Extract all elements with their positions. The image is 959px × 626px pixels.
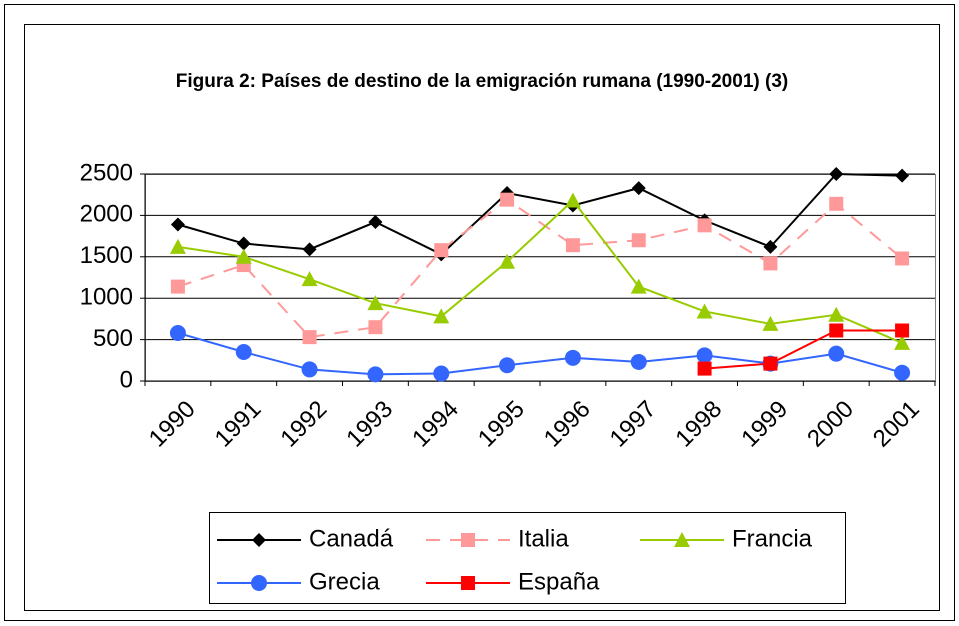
marker (564, 192, 581, 208)
marker (630, 353, 647, 370)
legend-marker (674, 532, 690, 547)
marker (367, 295, 384, 311)
marker (500, 192, 515, 207)
marker (169, 238, 186, 254)
marker (368, 215, 383, 230)
marker (895, 323, 910, 338)
legend (209, 512, 846, 604)
marker (302, 242, 317, 257)
marker (696, 347, 713, 364)
marker (630, 278, 647, 294)
legend-marker (252, 533, 266, 547)
legend-marker (251, 575, 267, 591)
y-tick-label: 2500 (80, 159, 133, 186)
marker (235, 344, 252, 361)
marker (828, 306, 845, 322)
marker (302, 330, 317, 345)
marker (895, 168, 910, 183)
y-tick-label: 1000 (80, 284, 133, 311)
marker (235, 248, 252, 264)
marker (763, 356, 778, 371)
marker (828, 345, 845, 362)
y-tick-label: 500 (93, 325, 133, 352)
marker (697, 361, 712, 376)
marker (564, 349, 581, 366)
marker (433, 308, 450, 324)
plot-area (145, 174, 936, 382)
marker (829, 196, 844, 211)
marker (894, 334, 911, 350)
marker (565, 238, 580, 253)
y-tick-label: 0 (120, 366, 133, 393)
marker (895, 251, 910, 266)
legend-marker (461, 533, 475, 547)
marker (631, 181, 646, 196)
legend-label: España (518, 568, 600, 595)
marker (170, 217, 185, 232)
marker (301, 361, 318, 378)
marker (829, 323, 844, 338)
series-line (704, 329, 903, 370)
series-line (177, 198, 903, 339)
legend-label: Canadá (309, 525, 394, 552)
chart-title: Figura 2: Países de destino de la emigra… (175, 71, 789, 92)
marker (894, 364, 911, 381)
marker (696, 303, 713, 319)
marker (368, 320, 383, 335)
marker (499, 357, 516, 374)
series-line (177, 332, 903, 376)
marker (829, 167, 844, 181)
marker (170, 279, 185, 294)
marker (763, 239, 778, 254)
marker (367, 366, 384, 383)
series-line (177, 172, 903, 256)
marker (169, 324, 186, 341)
legend-label: Italia (518, 525, 569, 552)
marker (763, 256, 778, 271)
series-line (177, 199, 903, 344)
marker (434, 243, 449, 258)
legend-marker (461, 576, 475, 590)
marker (433, 365, 450, 382)
marker (301, 271, 318, 287)
legend-label: Francia (732, 525, 813, 552)
y-tick-label: 2000 (80, 201, 133, 228)
marker (631, 233, 646, 248)
y-tick-label: 1500 (80, 242, 133, 269)
marker (499, 253, 516, 269)
marker (697, 218, 712, 233)
legend-label: Grecia (309, 568, 380, 595)
marker (762, 315, 779, 331)
marker (236, 236, 251, 251)
